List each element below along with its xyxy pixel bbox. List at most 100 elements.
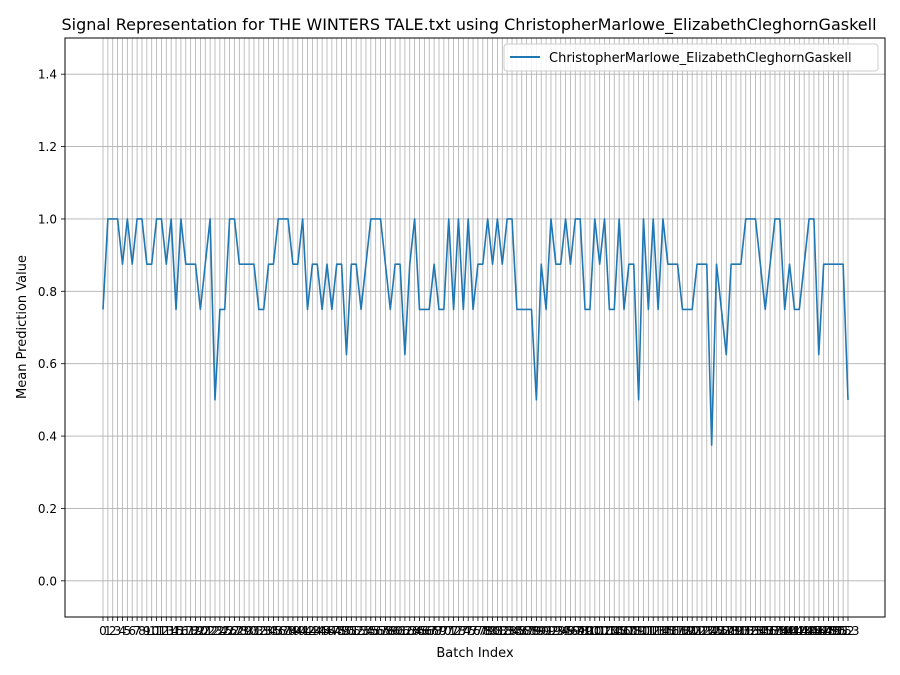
x-tick-label: 33 <box>256 624 271 638</box>
x-tick-label: 35 <box>266 624 281 638</box>
x-tick-label: 115 <box>652 624 675 638</box>
x-tick-label: 17 <box>178 624 193 638</box>
x-tick-label: 76 <box>465 624 480 638</box>
x-tick-label: 83 <box>500 624 515 638</box>
x-tick-label: 66 <box>417 624 432 638</box>
x-tick-label: 145 <box>798 624 821 638</box>
x-tick-label: 132 <box>734 624 757 638</box>
x-tick-label: 103 <box>593 624 616 638</box>
x-tick-label: 50 <box>339 624 354 638</box>
x-tick-label: 116 <box>656 624 679 638</box>
x-tick-label: 117 <box>661 624 684 638</box>
x-tick-label: 153 <box>837 624 860 638</box>
series-layer <box>102 218 849 446</box>
x-tick-label: 9 <box>143 624 151 638</box>
x-tick-label: 61 <box>392 624 407 638</box>
x-tick-label: 65 <box>412 624 427 638</box>
x-tick-label: 80 <box>485 624 500 638</box>
legend: ChristopherMarlowe_ElizabethCleghornGask… <box>503 43 879 72</box>
x-tick-label: 97 <box>568 624 583 638</box>
x-tick-label: 62 <box>397 624 412 638</box>
x-tick-label: 72 <box>446 624 461 638</box>
x-tick-label: 139 <box>768 624 791 638</box>
x-tick-label: 86 <box>514 624 529 638</box>
x-tick-label: 41 <box>295 624 310 638</box>
x-tick-label: 101 <box>583 624 606 638</box>
x-tick-label: 149 <box>817 624 840 638</box>
x-tick-label: 102 <box>588 624 611 638</box>
x-tick-label: 152 <box>832 624 855 638</box>
x-tick-label: 0 <box>99 624 107 638</box>
x-tick-label: 95 <box>558 624 573 638</box>
x-tick-label: 51 <box>344 624 359 638</box>
y-axis-ticks: 0.0 0.2 0.4 0.6 0.8 1.0 1.2 1.4 <box>38 68 65 588</box>
x-tick-label: 47 <box>324 624 339 638</box>
x-tick-label: 93 <box>548 624 563 638</box>
x-tick-label: 84 <box>504 624 519 638</box>
x-tick-label: 70 <box>436 624 451 638</box>
x-tick-label: 94 <box>553 624 568 638</box>
x-tick-label: 5 <box>124 624 132 638</box>
x-tick-label: 58 <box>378 624 393 638</box>
x-tick-label: 18 <box>183 624 198 638</box>
x-tick-label: 121 <box>681 624 704 638</box>
x-tick-label: 123 <box>690 624 713 638</box>
x-tick-label: 39 <box>285 624 300 638</box>
chart-title: Signal Representation for THE WINTERS TA… <box>61 15 876 35</box>
x-tick-label: 140 <box>773 624 796 638</box>
y-tick-label: 1.2 <box>38 140 57 154</box>
x-tick-label: 52 <box>349 624 364 638</box>
x-tick-label: 12 <box>154 624 169 638</box>
x-tick-label: 49 <box>334 624 349 638</box>
x-tick-label: 46 <box>319 624 334 638</box>
x-tick-label: 20 <box>193 624 208 638</box>
x-tick-label: 30 <box>241 624 256 638</box>
x-tick-label: 69 <box>431 624 446 638</box>
x-tick-label: 75 <box>461 624 476 638</box>
x-tick-label: 122 <box>686 624 709 638</box>
x-tick-label: 90 <box>534 624 549 638</box>
x-tick-label: 32 <box>251 624 266 638</box>
x-tick-label: 82 <box>495 624 510 638</box>
x-tick-label: 40 <box>290 624 305 638</box>
x-tick-label: 45 <box>314 624 329 638</box>
x-tick-label: 114 <box>647 624 670 638</box>
x-tick-label: 120 <box>676 624 699 638</box>
x-tick-label: 87 <box>519 624 534 638</box>
x-tick-label: 119 <box>671 624 694 638</box>
x-tick-label: 21 <box>198 624 213 638</box>
y-tick-label: 1.0 <box>38 212 57 226</box>
x-tick-label: 150 <box>822 624 845 638</box>
series-line <box>102 218 849 446</box>
x-tick-label: 88 <box>524 624 539 638</box>
x-tick-label: 16 <box>173 624 188 638</box>
x-gridlines <box>102 38 849 617</box>
x-tick-label: 91 <box>538 624 553 638</box>
x-tick-label: 129 <box>720 624 743 638</box>
x-tick-label: 147 <box>807 624 830 638</box>
x-tick-label: 2 <box>109 624 117 638</box>
x-tick-label: 3 <box>114 624 122 638</box>
x-tick-label: 29 <box>237 624 252 638</box>
x-tick-label: 124 <box>695 624 718 638</box>
x-tick-label: 73 <box>451 624 466 638</box>
x-tick-label: 55 <box>363 624 378 638</box>
x-tick-label: 118 <box>666 624 689 638</box>
x-tick-label: 96 <box>563 624 578 638</box>
x-tick-label: 27 <box>227 624 242 638</box>
x-tick-label: 26 <box>222 624 237 638</box>
x-tick-label: 125 <box>700 624 723 638</box>
x-tick-label: 43 <box>305 624 320 638</box>
x-tick-label: 131 <box>729 624 752 638</box>
x-tick-label: 141 <box>778 624 801 638</box>
x-tick-label: 92 <box>543 624 558 638</box>
x-tick-label: 105 <box>603 624 626 638</box>
x-tick-label: 22 <box>202 624 217 638</box>
x-tick-label: 100 <box>578 624 601 638</box>
y-tick-label: 0.0 <box>38 574 57 588</box>
x-tick-label: 138 <box>764 624 787 638</box>
x-tick-label: 127 <box>710 624 733 638</box>
x-tick-label: 23 <box>207 624 222 638</box>
